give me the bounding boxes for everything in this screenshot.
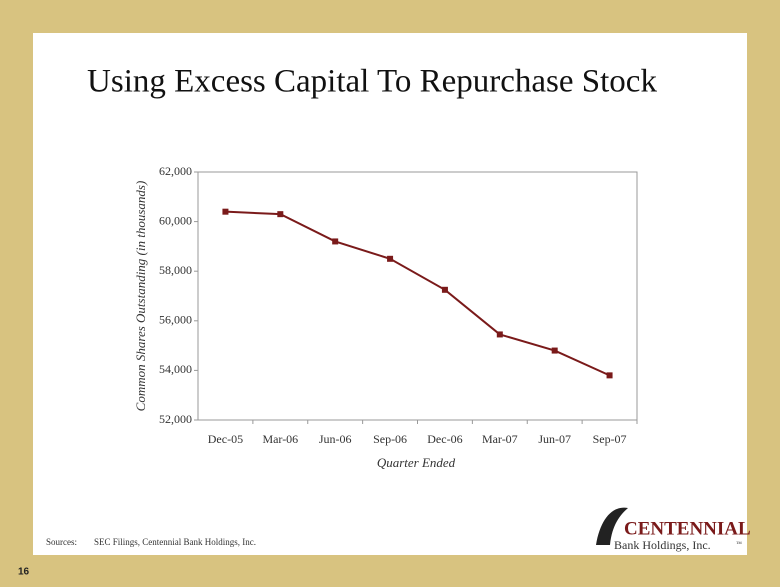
x-tick-label: Dec-06 <box>427 432 462 446</box>
slide-panel <box>33 33 747 555</box>
x-tick-label: Mar-06 <box>262 432 298 446</box>
x-tick-label: Sep-06 <box>373 432 407 446</box>
logo-name: CENTENNIAL <box>624 518 751 539</box>
data-point <box>496 331 503 338</box>
logo-subtitle: Bank Holdings, Inc. <box>614 538 711 552</box>
y-tick-label: 54,000 <box>159 362 192 376</box>
logo-trademark: ™ <box>736 541 742 547</box>
data-point <box>441 286 448 293</box>
sources-label: Sources: <box>46 537 77 547</box>
y-tick-label: 56,000 <box>159 313 192 327</box>
y-tick-label: 60,000 <box>159 213 192 227</box>
y-axis-label: Common Shares Outstanding (in thousands) <box>133 181 148 412</box>
data-point <box>551 347 558 354</box>
data-line <box>225 210 610 377</box>
x-tick-label: Mar-07 <box>482 432 518 446</box>
data-point <box>387 255 394 262</box>
y-tick-label: 52,000 <box>159 412 192 426</box>
page-number: 16 <box>18 567 30 578</box>
x-tick-label: Jun-07 <box>538 432 571 446</box>
data-point <box>332 238 339 245</box>
data-point <box>222 208 229 215</box>
x-tick-label: Jun-06 <box>319 432 352 446</box>
x-tick-label: Dec-05 <box>208 432 243 446</box>
y-tick-label: 62,000 <box>159 164 192 178</box>
data-point <box>606 372 613 379</box>
logo-horse <box>596 507 628 545</box>
x-tick-label: Sep-07 <box>593 432 627 446</box>
x-axis-label: Quarter Ended <box>377 455 456 470</box>
sources-text: SEC Filings, Centennial Bank Holdings, I… <box>94 537 256 547</box>
slide-title: Using Excess Capital To Repurchase Stock <box>87 64 657 100</box>
y-tick-label: 58,000 <box>159 263 192 277</box>
data-point <box>277 211 284 218</box>
